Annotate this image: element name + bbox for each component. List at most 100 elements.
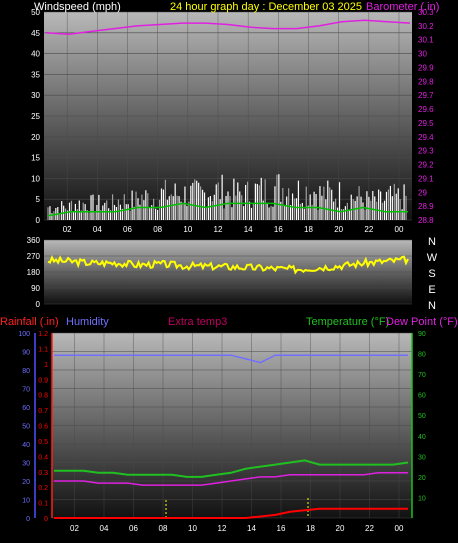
windspeed-tick: 0: [36, 216, 41, 225]
barometer-tick: 29.8: [418, 77, 434, 86]
x-tick: 00: [395, 225, 404, 234]
rain-tick: 1.1: [38, 346, 48, 353]
humidity-tick: 90: [22, 350, 30, 357]
humidity-tick: 40: [22, 442, 30, 449]
x-tick: 16: [277, 524, 286, 533]
temperature-tick: 20: [418, 475, 426, 482]
x-tick: 02: [70, 524, 79, 533]
barometer-tick-labels: 28.8 28.9 29 29.1 29.2 29.3 29.4 29.5 29.6 29.7 29…: [418, 8, 434, 225]
barometer-tick: 29.4: [418, 133, 434, 142]
compass-label: S: [428, 268, 435, 280]
windspeed-axis-label: Windspeed (mph): [34, 1, 121, 13]
x-tick: 06: [123, 225, 132, 234]
windspeed-tick: 45: [31, 29, 40, 38]
humidity-tick: 80: [22, 368, 30, 375]
temperature-tick: 40: [418, 434, 426, 441]
barometer-tick: 30: [418, 50, 427, 59]
windspeed-tick: 15: [31, 154, 40, 163]
wind-average-line: [47, 202, 408, 217]
temperature-tick: 30: [418, 454, 426, 461]
rain-tick: 0.9: [38, 377, 48, 384]
temp-x-tick-labels: 02 04 06 08 10 12 14 16 18 20 22 00: [70, 524, 404, 533]
humidity-tick-labels: 0 10 20 30 40 50 60 70 80 90 100: [18, 331, 30, 523]
compass-label: N: [428, 300, 436, 312]
x-tick: 20: [336, 524, 345, 533]
wind-direction-line: [47, 255, 409, 275]
barometer-tick: 29.1: [418, 174, 434, 183]
x-tick: 14: [247, 524, 256, 533]
wind-x-tick-labels: 02 04 06 08 10 12 14 16 18 20 22 00: [63, 225, 404, 234]
windspeed-tick: 5: [36, 195, 41, 204]
x-tick: 08: [153, 225, 162, 234]
temperature-line: [54, 459, 409, 478]
humidity-tick: 70: [22, 387, 30, 394]
rainfall-line: [54, 507, 408, 519]
x-tick: 10: [183, 225, 192, 234]
x-tick: 16: [274, 225, 283, 234]
wind-panel-grid: [44, 11, 412, 221]
barometer-tick: 29.3: [418, 147, 434, 156]
barometer-axis-label: Barometer (.in): [366, 1, 439, 13]
barometer-tick: 29.9: [418, 63, 434, 72]
temperature-tick: 70: [418, 372, 426, 379]
barometer-tick: 29.2: [418, 161, 434, 170]
x-tick: 06: [129, 524, 138, 533]
rain-tick: 0.2: [38, 485, 48, 492]
humidity-tick: 0: [26, 516, 30, 523]
barometer-tick: 29.6: [418, 105, 434, 114]
barometer-tick: 29: [418, 188, 427, 197]
direction-tick: 90: [31, 284, 40, 293]
direction-tick: 360: [27, 236, 41, 245]
barometer-line: [45, 19, 411, 35]
temperature-tick: 50: [418, 413, 426, 420]
x-tick: 04: [93, 225, 102, 234]
dew-point-line: [54, 472, 408, 486]
x-tick: 18: [304, 225, 313, 234]
x-tick: 22: [365, 524, 374, 533]
rain-tick: 0.8: [38, 393, 48, 400]
humidity-tick: 10: [22, 498, 30, 505]
rain-tick: 0: [44, 516, 48, 523]
barometer-tick: 29.7: [418, 91, 434, 100]
windspeed-tick: 40: [31, 50, 40, 59]
compass-label: E: [428, 284, 435, 296]
direction-panel-grid: [44, 239, 412, 305]
x-tick: 10: [188, 524, 197, 533]
x-tick: 20: [334, 225, 343, 234]
humidity-axis-label: Humidity: [66, 316, 109, 328]
x-tick: 14: [244, 225, 253, 234]
windspeed-tick: 35: [31, 70, 40, 79]
windspeed-tick: 10: [31, 174, 40, 183]
x-tick: 08: [159, 524, 168, 533]
x-tick: 00: [395, 524, 404, 533]
temperature-tick-labels: 10 20 30 40 50 60 70 80 90: [418, 331, 426, 502]
temperature-tick: 60: [418, 393, 426, 400]
direction-tick: 270: [27, 252, 41, 261]
rainfall-axis-label: Rainfall (.in): [0, 316, 59, 328]
humidity-line: [54, 354, 408, 364]
temp-humidity-panel: Rainfall (.in) Humidity Extra temp3 Temp…: [0, 316, 458, 533]
chart-title: 24 hour graph day : December 03 2025: [170, 1, 362, 13]
compass-label: N: [428, 236, 436, 248]
windspeed-tick: 50: [31, 8, 40, 17]
rain-tick: 0.1: [38, 501, 48, 508]
humidity-tick: 60: [22, 405, 30, 412]
windspeed-tick: 25: [31, 112, 40, 121]
dew-point-axis-label: Dew Point (°F): [386, 316, 458, 328]
x-tick: 02: [63, 225, 72, 234]
temperature-tick: 90: [418, 331, 426, 338]
rain-tick: 1.2: [38, 331, 48, 338]
rain-tick: 1: [44, 362, 48, 369]
temperature-tick: 80: [418, 352, 426, 359]
barometer-tick: 30.2: [418, 22, 434, 31]
rain-tick-labels: 0 0.1 0.2 0.3 0.4 0.5 0.6 0.7 0.8 0.9 1 1.1 1.2: [38, 331, 48, 523]
direction-tick: 0: [36, 300, 41, 309]
windspeed-tick-labels: 0 5 10 15 20 25 30 35 40 45 50: [31, 8, 40, 225]
barometer-tick: 30.3: [418, 8, 434, 17]
direction-tick: 180: [27, 268, 41, 277]
humidity-tick: 50: [22, 424, 30, 431]
windspeed-tick: 20: [31, 133, 40, 142]
